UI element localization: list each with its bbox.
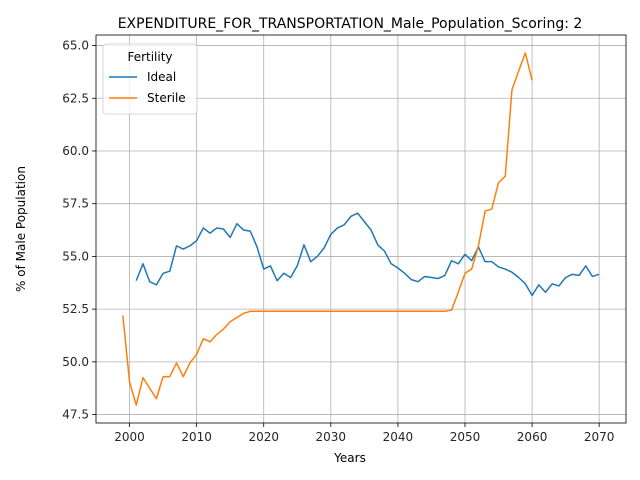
series-line-sterile	[122, 52, 533, 406]
y-tick-label: 62.5	[62, 91, 89, 105]
x-tick-label: 2010	[181, 430, 212, 444]
x-tick-label: 2060	[517, 430, 548, 444]
legend-label-ideal: Ideal	[147, 70, 176, 84]
x-tick-label: 2040	[383, 430, 414, 444]
legend: Fertility Ideal Sterile	[102, 43, 198, 115]
plot-frame	[95, 34, 627, 424]
y-tick-label: 57.5	[62, 197, 89, 211]
legend-title: Fertility	[127, 50, 172, 64]
y-tick-label: 55.0	[62, 249, 89, 263]
y-tick-label: 47.5	[62, 408, 89, 422]
y-tick-label: 60.0	[62, 144, 89, 158]
x-axis-label: Years	[333, 451, 366, 465]
y-tick-label: 52.5	[62, 302, 89, 316]
y-tick-label: 50.0	[62, 355, 89, 369]
series-line-ideal	[135, 212, 600, 297]
legend-box	[102, 43, 198, 115]
chart-title: EXPENDITURE_FOR_TRANSPORTATION_Male_Popu…	[118, 16, 583, 32]
x-tick-label: 2000	[114, 430, 145, 444]
y-axis-label: % of Male Population	[14, 166, 28, 292]
x-axis: 2000 2010 2020 2030 2040 2050 2060 2070	[114, 423, 614, 444]
y-axis: 47.5 50.0 52.5 55.0 57.5 60.0 62.5 65.0	[62, 39, 96, 422]
series-layer	[122, 52, 600, 406]
gridlines	[96, 35, 626, 423]
y-tick-label: 65.0	[62, 39, 89, 53]
x-tick-label: 2070	[584, 430, 615, 444]
x-tick-label: 2050	[450, 430, 481, 444]
x-tick-label: 2030	[316, 430, 347, 444]
legend-label-sterile: Sterile	[147, 91, 186, 105]
x-tick-label: 2020	[248, 430, 279, 444]
